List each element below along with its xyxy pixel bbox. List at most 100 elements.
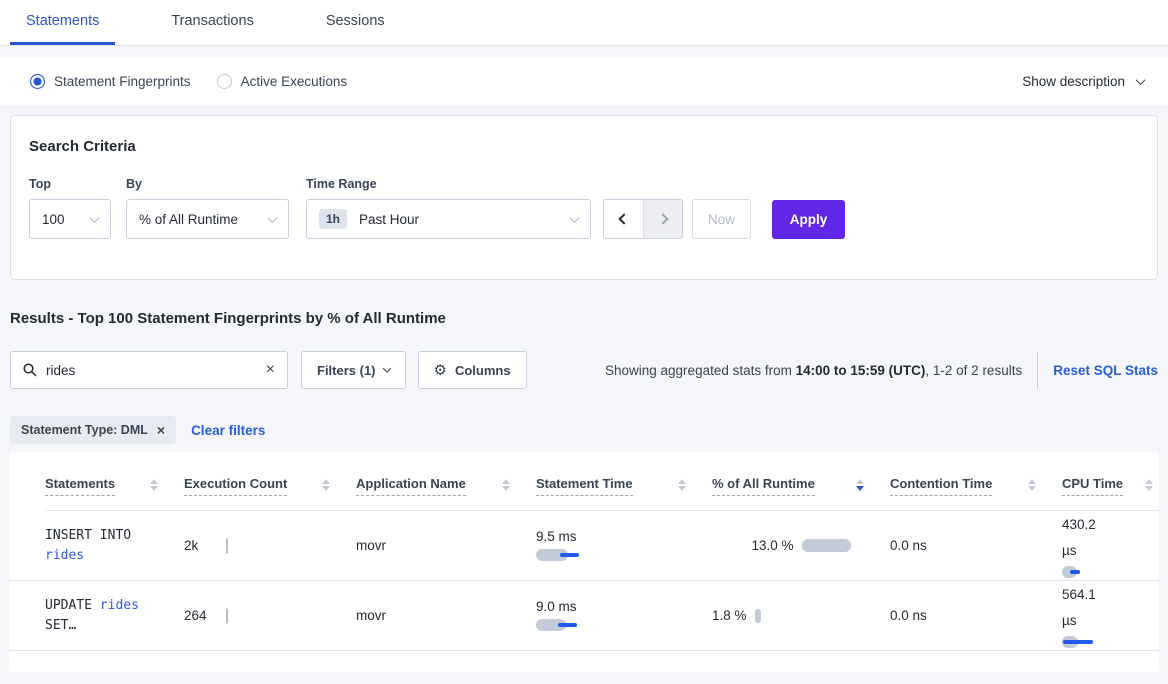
tab-transactions[interactable]: Transactions xyxy=(171,13,254,29)
time-range-label: Time Range xyxy=(306,177,377,191)
pct-runtime-bar xyxy=(801,539,851,552)
chevron-down-icon xyxy=(267,212,278,223)
table-row[interactable]: UPDATE rides SET… 264 movr 9.0 ms 1.8 % … xyxy=(9,581,1159,651)
table-header-row: Statements Execution Count Application N… xyxy=(9,452,1159,511)
contention-time-value: 0.0 ns xyxy=(890,608,927,623)
tab-statements[interactable]: Statements xyxy=(10,0,116,45)
stats-suffix: , 1-2 of 2 results xyxy=(925,362,1023,378)
chevron-left-icon xyxy=(617,213,630,225)
radio-unselected-icon[interactable] xyxy=(216,73,232,89)
sort-icon-active[interactable] xyxy=(856,479,864,491)
chevron-down-icon xyxy=(569,212,580,223)
apply-button[interactable]: Apply xyxy=(772,200,845,239)
next-time-button[interactable] xyxy=(643,200,682,238)
reset-sql-stats-link[interactable]: Reset SQL Stats xyxy=(1053,362,1158,378)
sort-icon[interactable] xyxy=(150,479,158,491)
statement-text: UPDATE xyxy=(45,597,100,613)
by-select-value: % of All Runtime xyxy=(139,211,239,227)
time-range-badge: 1h xyxy=(319,209,348,229)
statement-time-bar xyxy=(536,619,712,632)
by-select[interactable]: % of All Runtime xyxy=(126,199,289,239)
column-header-statements[interactable]: Statements xyxy=(45,476,116,496)
pct-runtime-value: 13.0 % xyxy=(751,537,794,553)
sort-icon[interactable] xyxy=(1145,479,1153,491)
statement-text: SET… xyxy=(45,617,77,633)
chevron-down-icon xyxy=(89,212,100,223)
tab-sessions[interactable]: Sessions xyxy=(325,13,385,29)
clear-search-icon[interactable]: × xyxy=(265,361,275,378)
execution-count-cell: 2k xyxy=(184,511,356,580)
time-range-value: Past Hour xyxy=(359,211,420,227)
sort-icon[interactable] xyxy=(678,479,686,491)
filters-button-label: Filters (1) xyxy=(317,362,376,378)
remove-filter-icon[interactable]: × xyxy=(156,422,166,438)
pct-runtime-bar xyxy=(754,608,761,623)
pct-runtime-value: 1.8 % xyxy=(712,608,747,623)
application-name-value: movr xyxy=(356,538,386,553)
columns-button[interactable]: ⚙ Columns xyxy=(417,351,527,389)
radio-statement-fingerprints-label: Statement Fingerprints xyxy=(54,73,191,89)
statement-link[interactable]: rides xyxy=(45,547,85,563)
sort-icon[interactable] xyxy=(1028,479,1036,491)
now-button-label: Now xyxy=(707,211,735,227)
previous-time-button[interactable] xyxy=(604,200,643,238)
column-header-execution-count[interactable]: Execution Count xyxy=(184,476,288,496)
cpu-time-value: 430.2 µs xyxy=(1062,517,1096,558)
results-toolbar: × Filters (1) ⚙ Columns Showing aggregat… xyxy=(10,351,1158,389)
clear-filters-link[interactable]: Clear filters xyxy=(191,422,266,438)
vertical-divider xyxy=(1037,351,1039,389)
show-description-label: Show description xyxy=(1022,73,1125,89)
execution-count-bar xyxy=(226,608,228,623)
view-toggle-bar: Statement Fingerprints Active Executions… xyxy=(0,57,1168,105)
column-header-statement-time[interactable]: Statement Time xyxy=(536,476,633,496)
stats-range: 14:00 to 15:59 (UTC) xyxy=(795,362,926,378)
top-label: Top xyxy=(29,177,51,191)
application-name-value: movr xyxy=(356,608,386,623)
application-name-cell: movr xyxy=(356,511,536,580)
filters-button[interactable]: Filters (1) xyxy=(301,351,406,389)
statement-time-cell: 9.0 ms xyxy=(536,581,712,650)
execution-count-value: 264 xyxy=(184,608,207,623)
top-tab-bar: Statements Transactions Sessions xyxy=(0,0,1168,46)
results-heading: Results - Top 100 Statement Fingerprints… xyxy=(10,310,446,327)
execution-count-bar xyxy=(226,538,228,553)
statements-table: Statements Execution Count Application N… xyxy=(9,452,1159,672)
top-select-value: 100 xyxy=(42,211,65,227)
time-range-select[interactable]: 1h Past Hour xyxy=(306,199,591,239)
cpu-time-bar xyxy=(1062,566,1159,579)
statement-time-value: 9.5 ms xyxy=(536,529,577,544)
applied-filters-row: Statement Type: DML × Clear filters xyxy=(10,416,1158,444)
cpu-time-value: 564.1 µs xyxy=(1062,587,1096,628)
contention-time-cell: 0.0 ns xyxy=(890,581,1062,650)
statement-time-value: 9.0 ms xyxy=(536,599,577,614)
search-icon xyxy=(23,363,37,377)
apply-button-label: Apply xyxy=(789,212,828,227)
filter-pill-statement-type[interactable]: Statement Type: DML × xyxy=(10,416,177,444)
sort-icon[interactable] xyxy=(502,479,510,491)
statement-link[interactable]: rides xyxy=(99,597,139,613)
radio-selected-icon[interactable] xyxy=(30,73,45,89)
statement-time-bar xyxy=(536,549,712,562)
column-header-application-name[interactable]: Application Name xyxy=(356,476,466,496)
search-field[interactable]: × xyxy=(10,351,288,389)
pct-runtime-cell: 1.8 % xyxy=(712,581,890,650)
by-label: By xyxy=(126,177,142,191)
column-header-pct-runtime[interactable]: % of All Runtime xyxy=(712,476,815,496)
sort-icon[interactable] xyxy=(322,479,330,491)
column-header-cpu-time[interactable]: CPU Time xyxy=(1062,476,1124,496)
table-row[interactable]: INSERT INTO rides 2k movr 9.5 ms 13.0 % … xyxy=(9,511,1159,581)
now-button[interactable]: Now xyxy=(692,199,751,239)
stats-prefix: Showing aggregated stats from xyxy=(605,362,796,378)
statement-cell[interactable]: INSERT INTO rides xyxy=(45,511,184,580)
radio-active-executions[interactable]: Active Executions xyxy=(216,73,347,89)
radio-statement-fingerprints[interactable]: Statement Fingerprints xyxy=(30,73,191,89)
cpu-time-cell: 430.2 µs xyxy=(1062,511,1159,580)
contention-time-cell: 0.0 ns xyxy=(890,511,1062,580)
search-input[interactable] xyxy=(46,362,266,378)
statement-cell[interactable]: UPDATE rides SET… xyxy=(45,581,184,650)
top-select[interactable]: 100 xyxy=(29,199,111,239)
statement-text: INSERT INTO xyxy=(45,527,132,543)
gear-icon: ⚙ xyxy=(433,362,447,379)
column-header-contention-time[interactable]: Contention Time xyxy=(890,476,993,496)
show-description-toggle[interactable]: Show description xyxy=(1022,73,1146,89)
